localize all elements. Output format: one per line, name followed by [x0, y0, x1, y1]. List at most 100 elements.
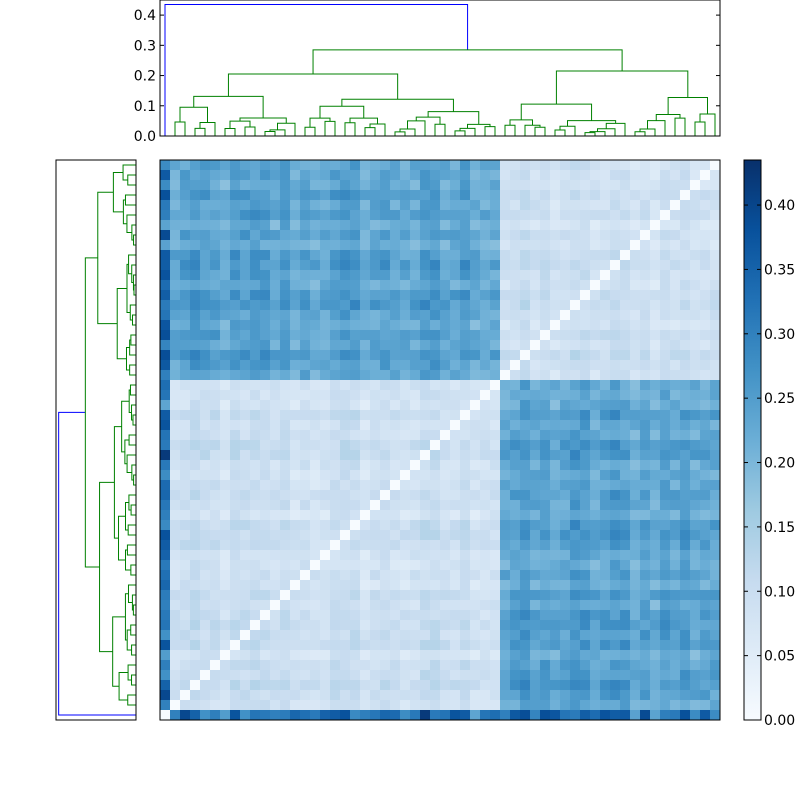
heatmap-cell — [630, 330, 641, 341]
heatmap-cell — [640, 490, 651, 501]
heatmap-cell — [470, 610, 481, 621]
heatmap-cell — [580, 280, 591, 291]
heatmap-cell — [380, 230, 391, 241]
heatmap-cell — [650, 700, 661, 711]
heatmap-cell — [690, 290, 701, 301]
heatmap-cell — [500, 690, 511, 701]
heatmap-cell — [250, 600, 261, 611]
heatmap-cell — [340, 640, 351, 651]
heatmap-cell — [290, 300, 301, 311]
heatmap-cell — [430, 340, 441, 351]
heatmap-cell — [360, 160, 371, 171]
heatmap-cell — [380, 220, 391, 231]
heatmap-cell — [390, 640, 401, 651]
heatmap-cell — [660, 450, 671, 461]
heatmap-cell — [210, 490, 221, 501]
heatmap-cell — [680, 540, 691, 551]
heatmap-cell — [670, 710, 681, 721]
heatmap-cell — [480, 190, 491, 201]
heatmap-cell — [600, 190, 611, 201]
heatmap-cell — [530, 200, 541, 211]
left-dendrogram-link — [127, 584, 136, 603]
heatmap-cell — [230, 320, 241, 331]
heatmap-cell — [300, 310, 311, 321]
heatmap-cell — [280, 680, 291, 691]
heatmap-cell — [710, 320, 721, 331]
heatmap-cell — [550, 450, 561, 461]
heatmap-cell — [700, 230, 711, 241]
heatmap-cell — [660, 500, 671, 511]
heatmap-cell — [650, 610, 661, 621]
heatmap-cell — [580, 310, 591, 321]
heatmap-cell — [640, 330, 651, 341]
heatmap-cell — [330, 560, 341, 571]
heatmap-cell — [690, 250, 701, 261]
heatmap-cell — [240, 210, 251, 221]
heatmap-cell — [320, 540, 331, 551]
heatmap-cell — [560, 440, 571, 451]
heatmap-cell — [500, 200, 511, 211]
heatmap-cell — [250, 210, 261, 221]
left-dendrogram-link — [131, 464, 136, 481]
heatmap-cell — [260, 440, 271, 451]
heatmap-cell — [340, 210, 351, 221]
heatmap-cell — [560, 700, 571, 711]
heatmap-cell — [210, 270, 221, 281]
heatmap-cell — [200, 380, 211, 391]
heatmap-cell — [310, 390, 321, 401]
heatmap-cell — [480, 640, 491, 651]
heatmap-cell — [540, 520, 551, 531]
heatmap-cell — [510, 420, 521, 431]
heatmap-cell — [390, 650, 401, 661]
heatmap-cell — [210, 240, 221, 251]
heatmap-cell — [180, 430, 191, 441]
heatmap-cell — [210, 550, 221, 561]
heatmap-cell — [450, 430, 461, 441]
heatmap-cell — [600, 400, 611, 411]
heatmap-cell — [240, 190, 251, 201]
heatmap-cell — [220, 270, 231, 281]
heatmap-cell — [710, 560, 721, 571]
heatmap-cell — [620, 490, 631, 501]
heatmap-cell — [270, 400, 281, 411]
heatmap-cell — [570, 670, 581, 681]
heatmap-cell — [340, 570, 351, 581]
heatmap-cell — [490, 690, 501, 701]
heatmap-cell — [290, 290, 301, 301]
heatmap-cell — [380, 560, 391, 571]
heatmap-cell — [450, 350, 461, 361]
heatmap-cell — [170, 570, 181, 581]
left-dendrogram-link — [132, 604, 136, 616]
heatmap-cell — [230, 180, 241, 191]
heatmap-cell — [270, 270, 281, 281]
heatmap-cell — [600, 500, 611, 511]
heatmap-cell — [560, 670, 571, 681]
heatmap-cell — [260, 430, 271, 441]
heatmap-cell — [170, 270, 181, 281]
heatmap-cell — [180, 200, 191, 211]
heatmap-cell — [440, 670, 451, 681]
heatmap-cell — [330, 540, 341, 551]
heatmap-cell — [560, 530, 571, 541]
heatmap-cell — [440, 310, 451, 321]
heatmap-cell — [330, 700, 341, 711]
heatmap-cell — [400, 550, 411, 561]
heatmap-cell — [590, 640, 601, 651]
heatmap-cell — [160, 300, 171, 311]
heatmap-cell — [420, 490, 431, 501]
heatmap-cell — [560, 580, 571, 591]
heatmap-cell — [250, 500, 261, 511]
heatmap-cell — [420, 540, 431, 551]
heatmap-cell — [580, 350, 591, 361]
heatmap-cell — [310, 210, 321, 221]
heatmap-cell — [180, 300, 191, 311]
heatmap-cell — [610, 220, 621, 231]
left-dendrogram-link — [126, 629, 132, 651]
heatmap-cell — [530, 400, 541, 411]
heatmap-cell — [480, 540, 491, 551]
heatmap-cell — [270, 190, 281, 201]
heatmap-cell — [420, 170, 431, 181]
heatmap-cell — [310, 350, 321, 361]
heatmap-cell — [680, 290, 691, 301]
heatmap-cell — [550, 650, 561, 661]
